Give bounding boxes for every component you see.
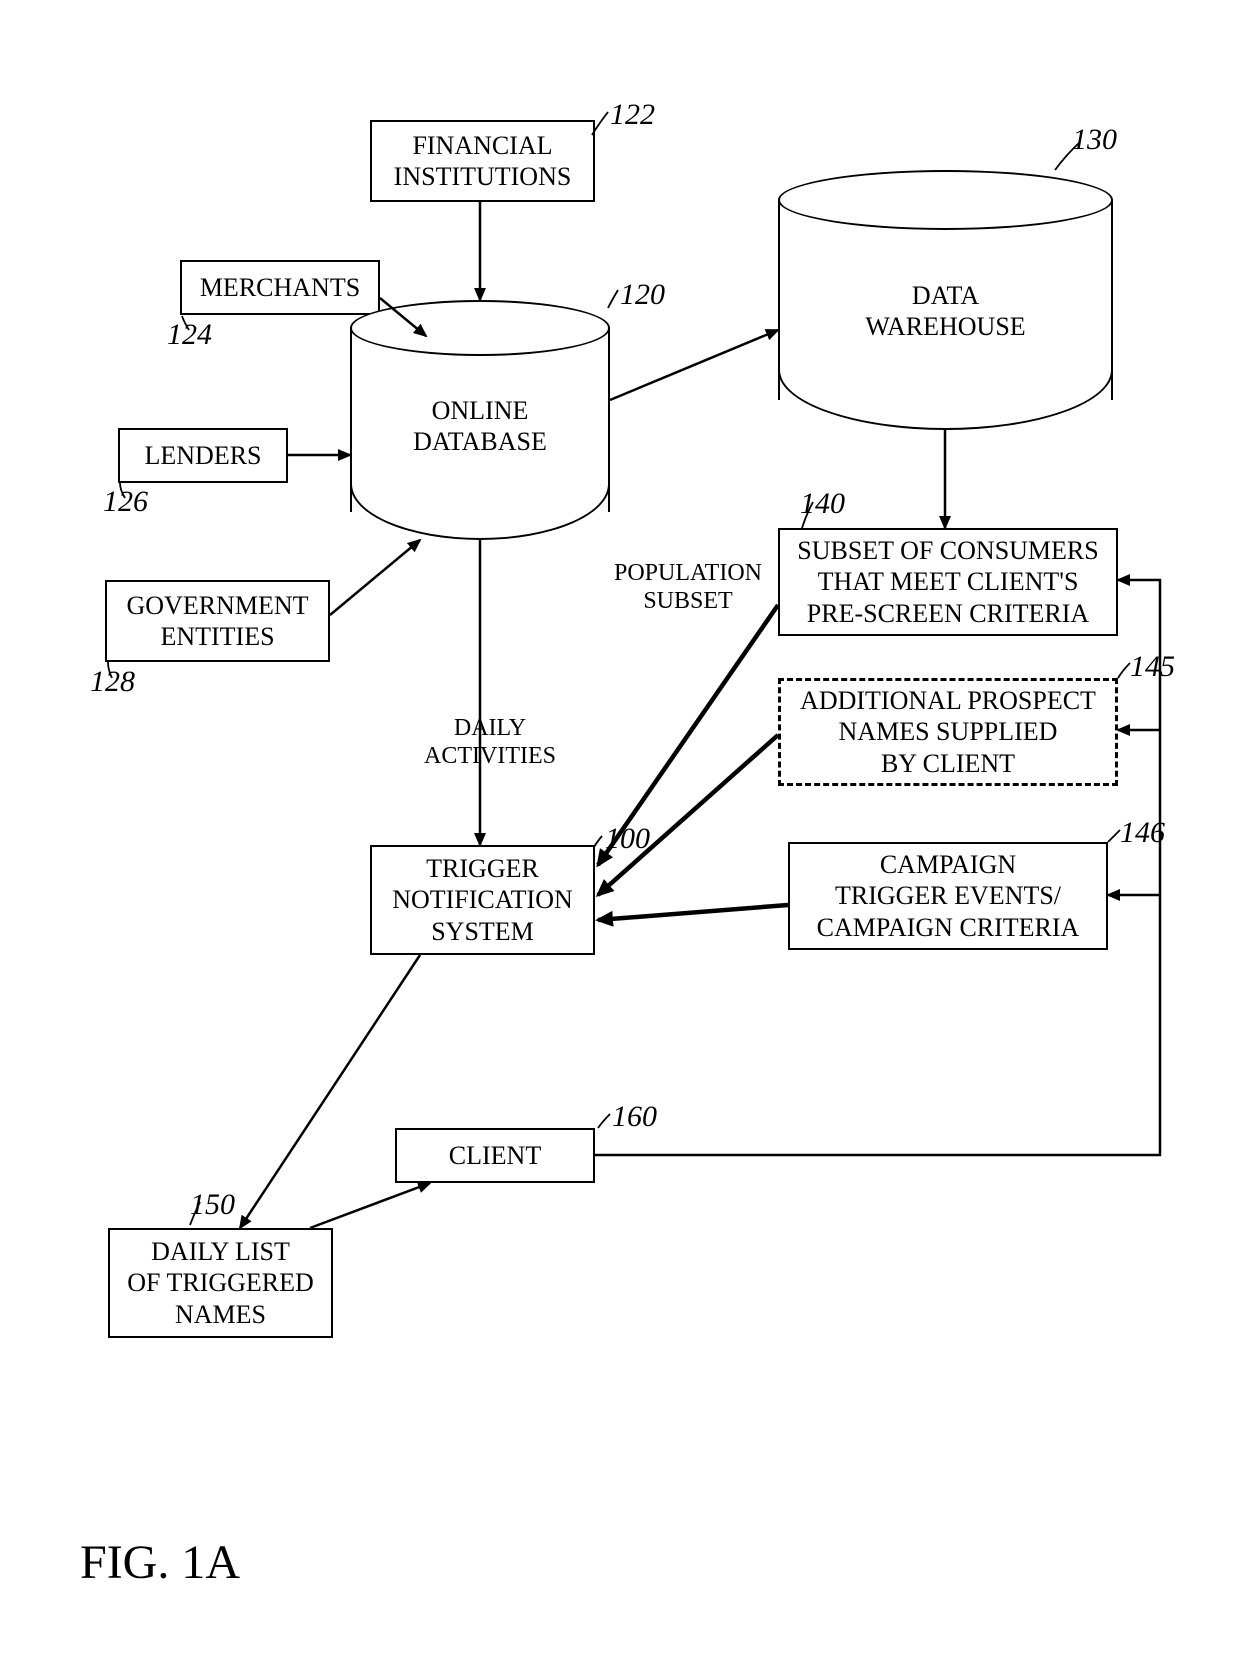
node-financial-institutions: FINANCIAL INSTITUTIONS xyxy=(370,120,595,202)
ref-financial: 122 xyxy=(610,98,655,132)
ref-online-db: 120 xyxy=(620,278,665,312)
cylinder-warehouse: DATA WAREHOUSE xyxy=(778,170,1113,430)
node-trigger-system: TRIGGER NOTIFICATION SYSTEM xyxy=(370,845,595,955)
node-subset: SUBSET OF CONSUMERS THAT MEET CLIENT'S P… xyxy=(778,528,1118,636)
node-label: FINANCIAL INSTITUTIONS xyxy=(394,130,572,192)
node-label: DAILY LIST OF TRIGGERED NAMES xyxy=(127,1236,314,1330)
node-label: TRIGGER NOTIFICATION SYSTEM xyxy=(392,853,573,947)
diagram-canvas: FINANCIAL INSTITUTIONS 122 MERCHANTS 124… xyxy=(0,0,1240,1680)
node-label: SUBSET OF CONSUMERS THAT MEET CLIENT'S P… xyxy=(797,535,1099,629)
ref-trigger: 100 xyxy=(605,822,650,856)
ref-merchants: 124 xyxy=(167,318,212,352)
figure-label: FIG. 1A xyxy=(80,1535,240,1590)
ref-subset: 140 xyxy=(800,487,845,521)
ref-addl: 145 xyxy=(1130,650,1175,684)
cylinder-label: ONLINE DATABASE xyxy=(350,395,610,457)
node-client: CLIENT xyxy=(395,1128,595,1183)
ref-daily-list: 150 xyxy=(190,1188,235,1222)
node-gov-entities: GOVERNMENT ENTITIES xyxy=(105,580,330,662)
node-label: ADDITIONAL PROSPECT NAMES SUPPLIED BY CL… xyxy=(800,685,1096,779)
cylinder-online-db: ONLINE DATABASE xyxy=(350,300,610,540)
node-label: CLIENT xyxy=(449,1140,541,1171)
node-label: MERCHANTS xyxy=(200,272,360,303)
node-campaign: CAMPAIGN TRIGGER EVENTS/ CAMPAIGN CRITER… xyxy=(788,842,1108,950)
edge-daily-activities: DAILY ACTIVITIES xyxy=(415,715,565,770)
node-label: GOVERNMENT ENTITIES xyxy=(127,590,309,652)
node-daily-list: DAILY LIST OF TRIGGERED NAMES xyxy=(108,1228,333,1338)
edge-population-subset: POPULATION SUBSET xyxy=(608,560,768,615)
node-label: LENDERS xyxy=(145,440,262,471)
cylinder-label: DATA WAREHOUSE xyxy=(778,280,1113,342)
node-lenders: LENDERS xyxy=(118,428,288,483)
ref-client: 160 xyxy=(612,1100,657,1134)
ref-warehouse: 130 xyxy=(1072,123,1117,157)
ref-gov: 128 xyxy=(90,665,135,699)
ref-lenders: 126 xyxy=(103,485,148,519)
ref-campaign: 146 xyxy=(1120,816,1165,850)
node-label: CAMPAIGN TRIGGER EVENTS/ CAMPAIGN CRITER… xyxy=(817,849,1080,943)
node-additional-prospects: ADDITIONAL PROSPECT NAMES SUPPLIED BY CL… xyxy=(778,678,1118,786)
